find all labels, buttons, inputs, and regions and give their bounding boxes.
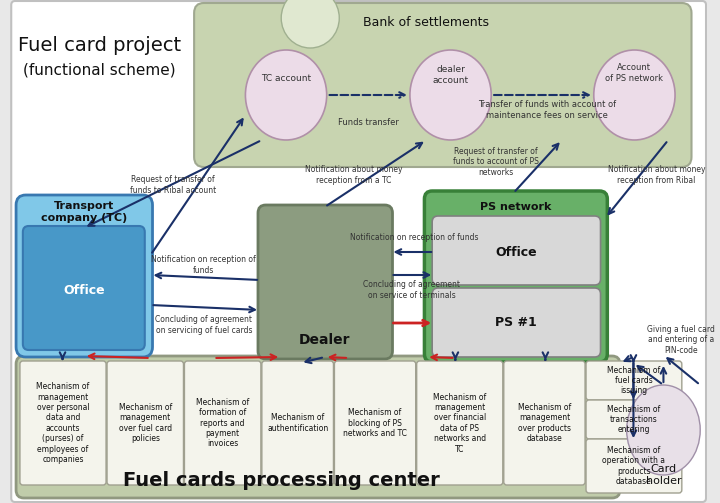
Text: Mechanism of
operation with a
products
database: Mechanism of operation with a products d… [603, 446, 665, 486]
Text: Mechanism of
formation of
reports and
payment
invoices: Mechanism of formation of reports and pa… [196, 398, 249, 448]
Text: Transport
company (TC): Transport company (TC) [41, 201, 127, 223]
Text: Mechanism of
blocking of PS
networks and TC: Mechanism of blocking of PS networks and… [343, 408, 407, 438]
FancyBboxPatch shape [107, 361, 184, 485]
Text: Mechanism of
fuel cards
issuing: Mechanism of fuel cards issuing [607, 366, 660, 395]
Text: Request of transfer of
funds to account of PS
networks: Request of transfer of funds to account … [453, 147, 539, 177]
Text: PS network: PS network [480, 202, 551, 212]
Text: Notification on reception of
funds: Notification on reception of funds [151, 256, 256, 275]
FancyBboxPatch shape [432, 216, 600, 285]
Text: Request of transfer of
funds to Ribal account: Request of transfer of funds to Ribal ac… [130, 176, 216, 195]
Text: Notification about money
reception from a TC: Notification about money reception from … [305, 165, 402, 185]
FancyBboxPatch shape [432, 288, 600, 357]
Text: Funds transfer: Funds transfer [338, 118, 399, 126]
FancyBboxPatch shape [184, 361, 261, 485]
Text: Notification on reception of funds: Notification on reception of funds [349, 232, 478, 241]
Text: dealer
account: dealer account [433, 65, 469, 85]
Text: Card
holder: Card holder [646, 464, 681, 486]
FancyBboxPatch shape [504, 361, 585, 485]
Text: PS #1: PS #1 [495, 316, 537, 329]
FancyBboxPatch shape [16, 356, 620, 498]
FancyBboxPatch shape [23, 226, 145, 350]
Text: Mechanism of
management
over fuel card
policies: Mechanism of management over fuel card p… [119, 403, 172, 443]
FancyBboxPatch shape [194, 3, 691, 167]
Text: Mechanism of
management
over personal
data and
accounts
(purses) of
employees of: Mechanism of management over personal da… [37, 382, 89, 464]
FancyBboxPatch shape [16, 195, 153, 357]
Text: Dealer: Dealer [299, 333, 351, 347]
Text: TC account: TC account [261, 73, 311, 82]
FancyBboxPatch shape [424, 191, 607, 362]
FancyBboxPatch shape [417, 361, 503, 485]
Text: Fuel cards processing center: Fuel cards processing center [123, 471, 440, 490]
Text: Concluding of agreement
on service of terminals: Concluding of agreement on service of te… [364, 280, 460, 300]
FancyBboxPatch shape [586, 439, 682, 493]
Text: Mechanism of
authentification: Mechanism of authentification [267, 413, 328, 433]
FancyBboxPatch shape [586, 361, 682, 400]
FancyBboxPatch shape [258, 205, 392, 359]
Text: Mechanism of
management
over financial
data of PS
networks and
TC: Mechanism of management over financial d… [433, 392, 487, 454]
Text: Bank of settlements: Bank of settlements [364, 16, 490, 29]
Text: Office: Office [495, 245, 537, 259]
Text: Account
of PS network: Account of PS network [606, 63, 663, 82]
FancyBboxPatch shape [586, 400, 682, 439]
Text: Transfer of funds with account of
maintenance fees on service: Transfer of funds with account of mainte… [478, 100, 616, 120]
Ellipse shape [594, 50, 675, 140]
Text: Giving a fuel card
and entering of a
PIN-code: Giving a fuel card and entering of a PIN… [647, 325, 715, 355]
Text: Mechanism of
management
over products
database: Mechanism of management over products da… [518, 403, 571, 443]
FancyBboxPatch shape [262, 361, 333, 485]
Text: Mechanism of
transactions
entering: Mechanism of transactions entering [607, 404, 660, 435]
Text: Fuel card project: Fuel card project [18, 36, 181, 54]
Text: Office: Office [63, 284, 104, 296]
FancyBboxPatch shape [334, 361, 415, 485]
Ellipse shape [410, 50, 491, 140]
Ellipse shape [282, 0, 339, 48]
Ellipse shape [246, 50, 327, 140]
Text: Concluding of agreement
on servicing of fuel cards: Concluding of agreement on servicing of … [156, 315, 252, 334]
FancyBboxPatch shape [12, 1, 706, 502]
Text: (functional scheme): (functional scheme) [23, 62, 176, 77]
Text: Notification about money
reception from Ribal: Notification about money reception from … [608, 165, 706, 185]
Ellipse shape [626, 385, 701, 475]
FancyBboxPatch shape [20, 361, 106, 485]
